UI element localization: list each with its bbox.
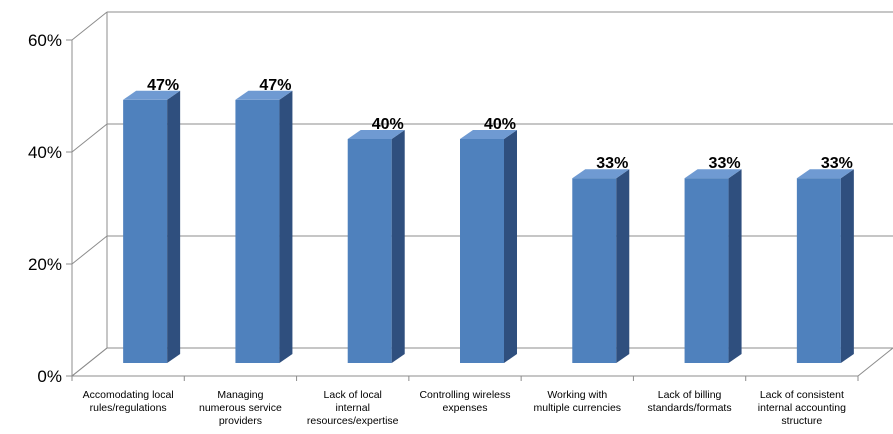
gridline-wall bbox=[71, 11, 108, 41]
bar-side bbox=[391, 130, 405, 363]
x-category-label: resources/expertise bbox=[307, 415, 399, 427]
bar-top bbox=[796, 169, 854, 179]
bar-front bbox=[235, 99, 280, 364]
bar bbox=[235, 90, 293, 364]
x-category-label: Accomodating local bbox=[83, 389, 174, 401]
bar-front bbox=[796, 178, 841, 363]
x-category-label: internal accounting bbox=[758, 402, 846, 414]
x-category-label: internal bbox=[335, 402, 369, 414]
data-label: 33% bbox=[596, 155, 628, 172]
x-category-label: structure bbox=[781, 415, 822, 427]
bar-front bbox=[123, 99, 168, 364]
bar-side bbox=[167, 90, 181, 364]
x-category-label: providers bbox=[219, 415, 262, 427]
bar-front bbox=[572, 178, 617, 363]
data-label: 47% bbox=[259, 77, 291, 94]
bar-front bbox=[460, 139, 504, 363]
x-category-label: Lack of consistent bbox=[760, 389, 844, 401]
bar-side bbox=[728, 169, 742, 363]
data-label: 40% bbox=[484, 116, 516, 133]
x-category-label: Working with bbox=[547, 389, 607, 401]
data-label: 40% bbox=[372, 116, 404, 133]
y-tick-label: 20% bbox=[28, 255, 62, 274]
y-tick-label: 60% bbox=[28, 31, 62, 50]
bar-top bbox=[460, 130, 517, 139]
bar-top bbox=[235, 90, 293, 100]
y-axis-tick-labels: 0% 20% 40% 60% bbox=[28, 31, 62, 386]
x-category-label: expenses bbox=[443, 402, 488, 414]
bar-side bbox=[840, 169, 854, 363]
bar-top bbox=[684, 169, 742, 179]
data-label: 47% bbox=[147, 77, 179, 94]
x-category-label: Controlling wireless bbox=[419, 389, 510, 401]
x-category-label: numerous service bbox=[199, 402, 282, 414]
bar bbox=[684, 169, 742, 363]
bar-top bbox=[123, 90, 181, 100]
bar bbox=[347, 130, 405, 363]
bar-top bbox=[572, 169, 630, 179]
x-category-label: rules/regulations bbox=[90, 402, 167, 414]
y-tick-label: 0% bbox=[37, 367, 62, 386]
data-labels: 47% 47% 40% 40% 33% 33% 33% bbox=[147, 77, 853, 172]
x-category-label: multiple currencies bbox=[534, 402, 622, 414]
gridline-wall bbox=[71, 123, 108, 153]
x-category-label: standards/formats bbox=[648, 402, 732, 414]
bar bbox=[796, 169, 854, 363]
bar bbox=[460, 130, 517, 363]
gridline-wall bbox=[71, 235, 108, 265]
x-category-label: Lack of local bbox=[324, 389, 382, 401]
data-label: 33% bbox=[709, 155, 741, 172]
bar-side bbox=[616, 169, 630, 363]
y-tick-label: 40% bbox=[28, 143, 62, 162]
x-category-label: Lack of billing bbox=[658, 389, 722, 401]
bar-side bbox=[279, 90, 293, 364]
bars bbox=[123, 90, 854, 364]
bar-top bbox=[347, 130, 405, 139]
bar bbox=[572, 169, 630, 363]
bar-side bbox=[504, 130, 517, 363]
bar-front bbox=[684, 178, 729, 363]
x-category-label: Managing bbox=[217, 389, 263, 401]
gridline-wall bbox=[71, 347, 108, 377]
bar bbox=[123, 90, 181, 364]
bar-front bbox=[347, 139, 392, 363]
data-label: 33% bbox=[821, 155, 853, 172]
